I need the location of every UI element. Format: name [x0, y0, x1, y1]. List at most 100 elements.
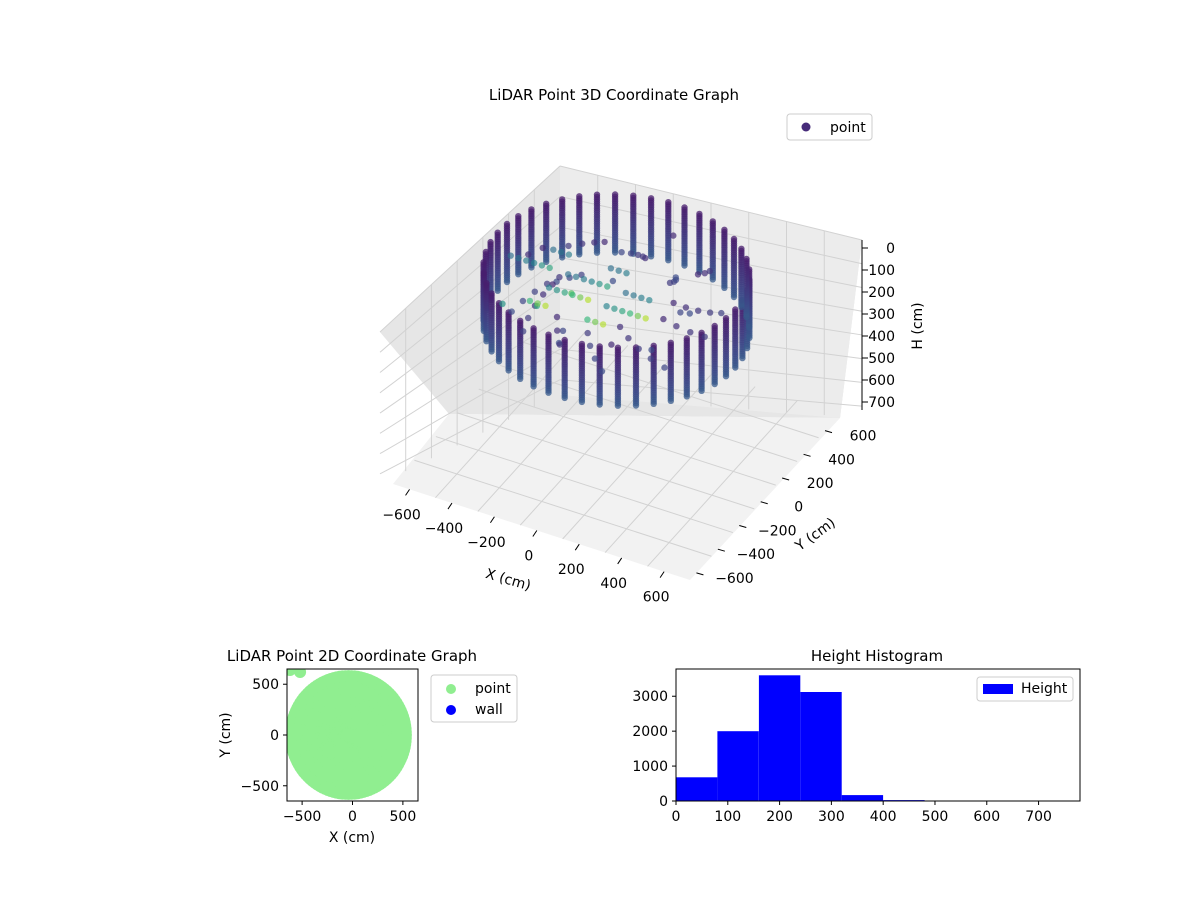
- data-point-3d: [593, 191, 601, 198]
- data-point-3d-outlier: [622, 289, 629, 297]
- data-point-3d: [706, 309, 714, 316]
- data-point-3d: [543, 200, 550, 207]
- x-tick-label-hist: 0: [672, 809, 681, 825]
- data-point-3d-outlier: [530, 259, 538, 267]
- data-point-3d-outlier: [507, 252, 514, 259]
- y-tick-label-3d: 0: [794, 500, 803, 516]
- scatter-points-3d: [480, 191, 753, 409]
- grid-line-left-horiz: [379, 318, 561, 434]
- data-point-3d-outlier: [572, 273, 580, 280]
- data-point-3d: [494, 229, 501, 236]
- data-point-3d: [584, 329, 591, 337]
- data-point-2d: [287, 669, 296, 676]
- data-point-3d-outlier: [603, 303, 610, 310]
- data-point-3d: [508, 308, 515, 315]
- y-tick-label-hist: 2000: [632, 724, 668, 740]
- legend-2d-label-point: point: [475, 681, 511, 697]
- histogram-bar: [676, 777, 718, 801]
- data-point-3d: [711, 322, 718, 330]
- data-point-3d-outlier: [546, 264, 553, 272]
- grid-line-left-horiz: [379, 165, 561, 333]
- grid-line-back-horiz: [559, 379, 863, 407]
- data-point-3d: [565, 242, 572, 250]
- data-point-3d: [722, 315, 730, 322]
- data-point-3d-outlier: [542, 302, 549, 309]
- legend-2d-label-wall: wall: [475, 702, 503, 718]
- data-point-3d-outlier: [538, 262, 546, 269]
- data-point-3d-outlier: [596, 280, 603, 288]
- legend-2d: point wall: [430, 674, 518, 723]
- data-point-3d: [730, 235, 738, 243]
- z-tick-label-3d: 400: [868, 329, 895, 345]
- data-point-3d: [670, 232, 677, 239]
- data-point-3d: [706, 267, 713, 275]
- x-tick-label-3d: −200: [467, 535, 505, 551]
- x-tick-3d: [532, 530, 538, 537]
- x-tick-label-hist: 100: [714, 809, 741, 825]
- grid-line-floor-x: [562, 372, 714, 540]
- data-point-3d: [701, 270, 708, 277]
- data-point-3d-outlier: [646, 297, 653, 304]
- ticks-3d: −600−400−2000200400600−600−400−200020040…: [382, 240, 895, 606]
- data-point-3d-outlier: [515, 254, 522, 262]
- data-point-3d: [561, 336, 568, 344]
- data-point-3d-outlier: [565, 271, 572, 278]
- z-tick-label-3d: 300: [868, 307, 895, 323]
- histogram-bar: [758, 675, 801, 801]
- data-point-3d: [627, 250, 635, 257]
- y-tick-label-2d: 500: [252, 677, 279, 693]
- data-point-3d: [545, 331, 552, 338]
- data-point-3d: [618, 249, 625, 256]
- data-point-3d: [482, 248, 490, 256]
- ylabel-3d: Y (cm): [792, 515, 839, 555]
- legend-hist: Height: [976, 676, 1074, 702]
- grid-line-back-horiz: [559, 348, 863, 383]
- data-point-3d: [591, 239, 598, 246]
- data-point-3d: [515, 213, 522, 220]
- data-point-3d: [598, 368, 606, 375]
- x-tick-label-hist: 300: [818, 809, 845, 825]
- data-point-3d-outlier: [599, 321, 607, 328]
- data-point-3d: [738, 245, 745, 252]
- data-point-3d: [673, 323, 680, 330]
- grid-line-back-horiz: [559, 165, 863, 241]
- data-point-2d: [294, 669, 307, 678]
- data-point-3d: [559, 327, 567, 334]
- x-tick-label-3d: −600: [382, 507, 420, 523]
- data-point-3d: [687, 329, 694, 336]
- z-tick-label-3d: 600: [868, 373, 895, 389]
- data-point-3d-outlier: [592, 318, 599, 326]
- data-point-3d: [677, 309, 684, 316]
- legend-3d: point: [786, 113, 873, 141]
- data-point-3d-outlier: [619, 307, 626, 315]
- histogram-bar: [841, 795, 884, 801]
- x-tick-3d: [405, 489, 410, 496]
- x-tick-label-3d: 400: [600, 576, 627, 592]
- chart-3d: LiDAR Point 3D Coordinate Graph −600 −400…: [379, 86, 926, 606]
- ticks-histogram: 0 100 200 300 400 500 600 700 0 1000 2000 3000: [632, 689, 1052, 825]
- legend-2d-marker-point: [446, 684, 456, 694]
- data-point-3d: [665, 199, 672, 206]
- data-point-3d: [517, 317, 524, 324]
- x-tick-3d: [489, 516, 495, 524]
- legend-3d-marker-point: [801, 122, 811, 132]
- z-tick-label-3d: 200: [868, 285, 895, 301]
- data-point-3d-outlier: [550, 246, 557, 253]
- data-point-3d: [531, 288, 538, 295]
- y-tick-label-3d: −200: [758, 523, 796, 539]
- x-tick-label-2d: 0: [348, 809, 357, 825]
- data-point-3d-outlier: [584, 316, 591, 323]
- data-point-3d-outlier: [499, 300, 506, 307]
- z-tick-label-3d: 0: [886, 241, 895, 257]
- y-tick-label-3d: −600: [715, 571, 753, 587]
- xlabel-3d: X (cm): [484, 566, 533, 594]
- x-tick-label-2d: 500: [390, 809, 417, 825]
- data-point-3d: [554, 327, 561, 334]
- grid-line-back-horiz: [559, 318, 863, 360]
- legend-hist-label: Height: [1021, 681, 1068, 697]
- data-point-3d: [647, 355, 654, 362]
- data-point-3d: [695, 307, 702, 314]
- data-point-3d: [559, 196, 566, 203]
- z-tick-label-3d: 100: [868, 263, 895, 279]
- grid-line-left-horiz: [379, 287, 561, 414]
